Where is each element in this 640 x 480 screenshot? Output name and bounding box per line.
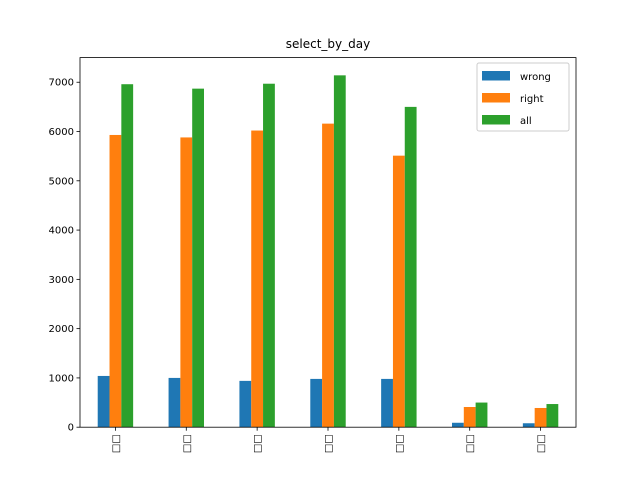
y-tick-label-2000: 2000 [49,324,74,335]
x-axis: □□ □□ □□ □□ □□ □□ □□ [111,427,547,453]
bar-all-1 [192,88,204,428]
plot-frame [79,57,577,428]
y-tick-label-3000: 3000 [49,275,74,286]
y-tick-label-4000: 4000 [49,226,74,237]
y-tick-label-5000: 5000 [49,176,74,187]
x-tick-label-0: □□ [111,434,122,453]
bar-wrong-2 [239,380,252,428]
bar-right-3 [322,123,334,428]
y-axis: 0 1000 2000 3000 4000 5000 6000 7000 [49,78,80,434]
legend: wrong right all [476,62,570,132]
bar-wrong-6 [522,423,535,428]
bar-all-0 [121,84,134,428]
y-tick-label-0: 0 [68,423,74,434]
legend-label-right: right [520,94,544,105]
bar-wrong-3 [310,378,323,428]
bar-right-0 [109,134,122,428]
y-tick-label-6000: 6000 [49,127,74,138]
bar-right-4 [392,155,405,428]
legend-swatch-all [482,115,510,125]
bar-right-5 [463,406,476,428]
bar-wrong-5 [452,422,464,428]
bars-group [97,75,559,428]
bar-right-1 [180,137,193,428]
x-tick-label-1: □□ [182,434,193,453]
x-tick-label-6: □□ [536,434,547,453]
x-tick-label-2: □□ [253,434,264,453]
legend-label-all: all [520,116,532,127]
bar-right-2 [251,130,264,428]
legend-label-wrong: wrong [520,72,551,83]
y-tick-label-7000: 7000 [49,78,74,89]
bar-all-3 [333,75,346,428]
chart-title: select_by_day [286,37,370,51]
bar-wrong-4 [381,378,393,428]
bar-all-4 [404,106,417,428]
bar-all-6 [546,404,559,428]
bar-all-2 [263,83,275,428]
legend-swatch-right [482,93,510,103]
x-tick-label-4: □□ [394,434,405,453]
x-tick-label-3: □□ [324,434,335,453]
bar-all-5 [475,402,488,428]
y-tick-label-1000: 1000 [49,373,74,384]
x-tick-label-5: □□ [465,434,476,453]
bar-wrong-0 [97,375,110,428]
bar-right-6 [534,407,547,428]
legend-swatch-wrong [482,71,510,81]
bar-wrong-1 [168,377,181,428]
